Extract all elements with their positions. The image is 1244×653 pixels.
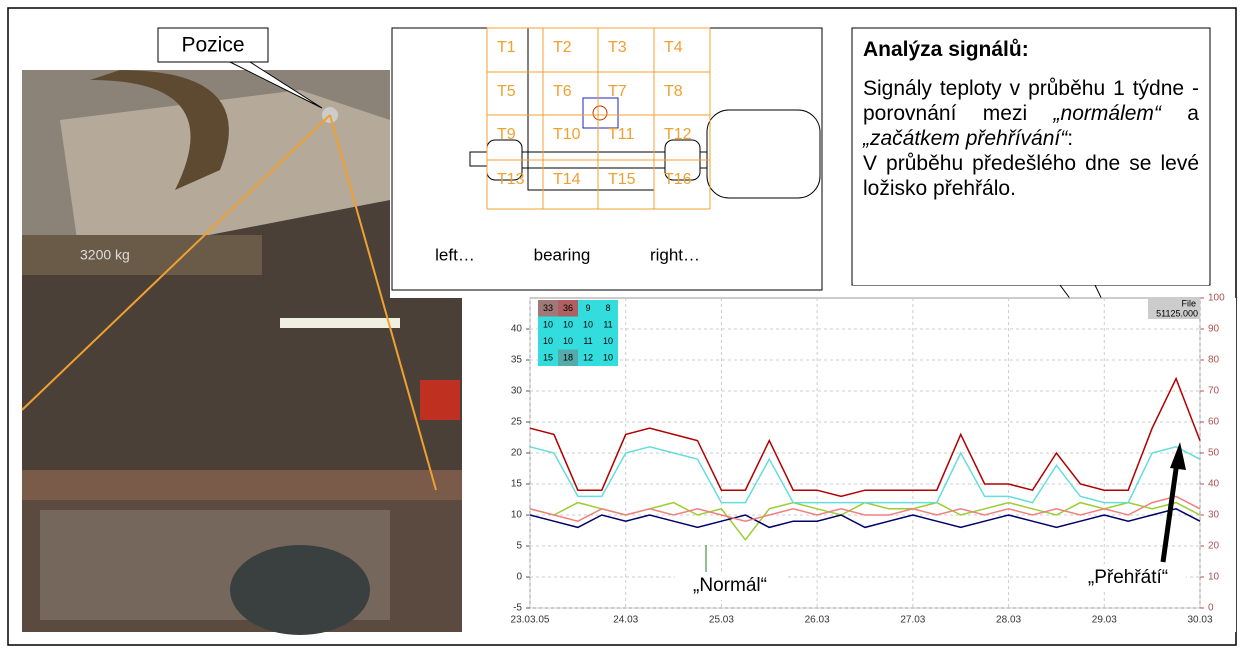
y2-tick-label: 0 xyxy=(1208,603,1214,614)
chart: -5 0 5 10 15 20 25 30 35 40 0 10 20 30 40 50 60 70 80 90 100… xyxy=(487,293,1236,632)
diagram-label: left… xyxy=(435,245,475,264)
text-run: a xyxy=(1161,102,1199,125)
cell-label: T16 xyxy=(664,171,692,188)
y-tick-label: 20 xyxy=(511,448,523,459)
y-tick-label: 30 xyxy=(511,386,523,397)
annotation: „Přehřátí“ xyxy=(1088,567,1168,588)
table-value: 9 xyxy=(585,303,590,313)
shaft-end xyxy=(470,152,487,166)
table-value: 10 xyxy=(603,336,613,346)
cell-label: T11 xyxy=(608,126,634,143)
table-value: 10 xyxy=(563,319,573,329)
y2-tick-label: 50 xyxy=(1208,448,1220,459)
x-tick-label: 25.03 xyxy=(709,615,734,626)
table-value: 10 xyxy=(543,319,553,329)
table-value: 8 xyxy=(605,303,610,313)
cell-label: T15 xyxy=(608,171,636,188)
y-tick-label: 10 xyxy=(511,510,523,521)
motor xyxy=(707,110,820,198)
diagram-label: bearing xyxy=(534,245,591,264)
y-tick-label: 0 xyxy=(516,572,522,583)
x-tick-label: 29.03 xyxy=(1092,615,1117,626)
table-value: 15 xyxy=(543,352,553,362)
table-value: 10 xyxy=(543,336,553,346)
diagram: T1 T2 T3 T4 T5 T6 T7 T8 T9 T10 T11 T12 T13 T14 T15 T16 l… xyxy=(392,28,822,290)
text-run: „začátkem přehřívání“ xyxy=(863,127,1067,150)
text-title: Analýza signálů: xyxy=(863,37,1199,62)
x-tick-label: 23.03.05 xyxy=(511,615,550,626)
cell-label: T14 xyxy=(553,171,581,188)
y2-tick-label: 10 xyxy=(1208,572,1220,583)
paragraph: Signály teploty v průběhu 1 týdne - poro… xyxy=(863,76,1199,151)
cell-label: T13 xyxy=(497,171,525,188)
x-tick-label: 30.03 xyxy=(1187,615,1212,626)
y2-tick-label: 100 xyxy=(1208,293,1225,304)
text-run: „normálem“ xyxy=(1054,102,1161,125)
x-tick-label: 27.03 xyxy=(900,615,925,626)
cell-label: T10 xyxy=(553,126,581,143)
y-tick-label: 35 xyxy=(511,355,523,366)
annotation: „Normál“ xyxy=(693,575,767,596)
x-tick-label: 24.03 xyxy=(613,615,638,626)
y-tick-label: 15 xyxy=(511,479,523,490)
y2-tick-label: 60 xyxy=(1208,417,1220,428)
callout-label: Pozice xyxy=(181,34,244,57)
cell-label: T12 xyxy=(664,126,692,143)
file-value: 51125.000 xyxy=(1156,308,1198,318)
table-value: 11 xyxy=(583,336,592,346)
cell-label: T8 xyxy=(664,83,683,100)
cell-label: T4 xyxy=(664,39,683,56)
y2-tick-label: 30 xyxy=(1208,510,1220,521)
table-value: 11 xyxy=(603,319,612,329)
table-value: 18 xyxy=(563,352,573,362)
y-tick-label: 25 xyxy=(511,417,523,428)
x-tick-label: 28.03 xyxy=(996,615,1021,626)
cell-label: T3 xyxy=(608,39,627,56)
table-value: 10 xyxy=(583,319,593,329)
text-box: Analýza signálů: Signály teploty v průbě… xyxy=(853,29,1209,285)
cell-label: T6 xyxy=(553,83,572,100)
table-value: 36 xyxy=(563,303,573,313)
paragraph: V průběhu předešlého dne se levé ložisko… xyxy=(863,151,1199,201)
y-tick-label: 5 xyxy=(516,541,522,552)
y-tick-label: -5 xyxy=(513,603,522,614)
y-tick-label: 40 xyxy=(511,324,523,335)
text-run: V průběhu předešlého dne se levé ložisko… xyxy=(863,152,1199,200)
slide: 3200 kg Pozice T1T2T3T4T5T6T7T8T9T10T11T… xyxy=(0,0,1244,653)
table-value: 10 xyxy=(563,336,573,346)
table-value: 33 xyxy=(543,303,553,313)
y2-tick-label: 80 xyxy=(1208,355,1220,366)
cell-label: T7 xyxy=(608,83,627,100)
table-value: 10 xyxy=(603,352,613,362)
plot-area xyxy=(530,298,1200,608)
file-label: File xyxy=(1181,298,1196,308)
y2-tick-label: 70 xyxy=(1208,386,1220,397)
table-value: 12 xyxy=(583,352,593,362)
text-run: : xyxy=(1067,127,1073,150)
y2-tick-label: 90 xyxy=(1208,324,1220,335)
x-tick-label: 26.03 xyxy=(805,615,830,626)
diagram-label: right… xyxy=(650,245,700,264)
y2-tick-label: 20 xyxy=(1208,541,1220,552)
cell-label: T9 xyxy=(497,126,516,143)
cell-label: T5 xyxy=(497,83,516,100)
y2-tick-label: 40 xyxy=(1208,479,1220,490)
photo-sign: 3200 kg xyxy=(80,247,130,263)
cell-label: T2 xyxy=(553,39,572,56)
cell-label: T1 xyxy=(497,39,516,56)
